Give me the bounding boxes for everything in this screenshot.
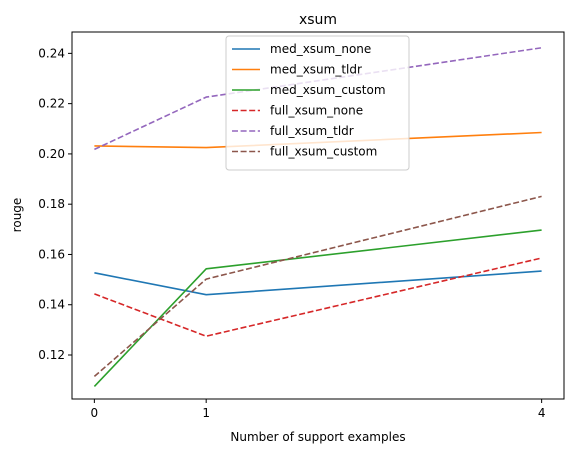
series-line-med-xsum-tldr [94, 131, 542, 149]
y-axis: 0.12 0.14 0.16 0.18 0.20 0.22 0.24 [38, 46, 72, 362]
x-tick-label: 1 [202, 406, 210, 420]
y-axis-label: rouge [10, 198, 24, 233]
legend-entry: med_xsum_tldr [270, 63, 362, 77]
chart-title: xsum [299, 12, 337, 28]
series-line-med-xsum-none [94, 270, 542, 296]
series-line-full-xsum-custom [93, 195, 542, 378]
y-tick-label: 0.24 [38, 46, 65, 60]
x-axis-label: Number of support examples [230, 430, 405, 444]
legend-entry: full_xsum_tldr [270, 124, 354, 138]
y-tick-label: 0.20 [38, 147, 65, 161]
series-line-full-xsum-none [94, 257, 542, 338]
axes-frame [71, 31, 565, 400]
x-axis: 0 1 4 [91, 399, 546, 420]
legend-entry: full_xsum_none [270, 104, 363, 118]
legend-box [225, 35, 410, 171]
plot-area [93, 47, 542, 387]
x-tick-label: 4 [538, 406, 546, 420]
y-tick-label: 0.14 [38, 298, 65, 312]
legend-entry: full_xsum_custom [270, 145, 377, 159]
x-tick-label: 0 [91, 406, 99, 420]
legend-entry: med_xsum_none [270, 42, 371, 56]
series-line-med-xsum-custom [93, 229, 542, 387]
y-tick-label: 0.16 [38, 247, 65, 261]
series-line-full-xsum-tldr [94, 47, 542, 151]
y-tick-label: 0.12 [38, 348, 65, 362]
y-tick-label: 0.18 [38, 197, 65, 211]
legend-entry: med_xsum_custom [270, 83, 386, 97]
y-tick-label: 0.22 [38, 97, 65, 111]
legend: med_xsum_none med_xsum_tldr med_xsum_custo… [225, 35, 410, 171]
